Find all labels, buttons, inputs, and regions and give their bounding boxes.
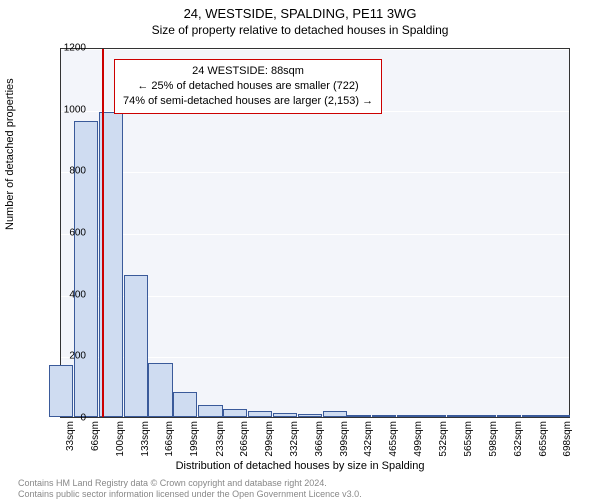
histogram-bar bbox=[248, 411, 272, 417]
y-tick-label: 0 bbox=[80, 413, 86, 424]
histogram-bar bbox=[347, 415, 371, 417]
y-tick-label: 1000 bbox=[64, 104, 86, 115]
x-tick-label: 199sqm bbox=[189, 421, 200, 465]
histogram-bar bbox=[273, 413, 297, 417]
info-line: ← 25% of detached houses are smaller (72… bbox=[123, 79, 373, 94]
histogram-bar bbox=[323, 411, 347, 417]
footer-attribution: Contains HM Land Registry data © Crown c… bbox=[18, 478, 362, 500]
gridline bbox=[61, 49, 569, 50]
chart-title: 24, WESTSIDE, SPALDING, PE11 3WG bbox=[0, 0, 600, 21]
footer-line: Contains HM Land Registry data © Crown c… bbox=[18, 478, 362, 489]
x-tick-label: 33sqm bbox=[65, 421, 76, 465]
x-tick-label: 632sqm bbox=[513, 421, 524, 465]
info-line: 24 WESTSIDE: 88sqm bbox=[123, 64, 373, 79]
y-tick-label: 800 bbox=[69, 166, 86, 177]
x-tick-label: 532sqm bbox=[438, 421, 449, 465]
histogram-bar bbox=[298, 414, 322, 417]
x-tick-label: 465sqm bbox=[388, 421, 399, 465]
histogram-bar bbox=[497, 415, 521, 417]
histogram-bar bbox=[173, 392, 197, 417]
histogram-bar bbox=[49, 365, 73, 417]
histogram-bar bbox=[471, 415, 495, 417]
footer-line: Contains public sector information licen… bbox=[18, 489, 362, 500]
x-axis-label: Distribution of detached houses by size … bbox=[0, 460, 600, 472]
x-tick-label: 399sqm bbox=[339, 421, 350, 465]
x-tick-label: 499sqm bbox=[413, 421, 424, 465]
y-tick-label: 600 bbox=[69, 228, 86, 239]
x-tick-label: 66sqm bbox=[90, 421, 101, 465]
chart-subtitle: Size of property relative to detached ho… bbox=[0, 21, 600, 37]
x-tick-label: 565sqm bbox=[463, 421, 474, 465]
plot-area: 33sqm66sqm100sqm133sqm166sqm199sqm233sqm… bbox=[60, 48, 570, 418]
x-tick-label: 100sqm bbox=[115, 421, 126, 465]
y-axis-label: Number of detached properties bbox=[4, 78, 16, 230]
x-tick-label: 698sqm bbox=[562, 421, 573, 465]
reference-marker-line bbox=[102, 49, 104, 417]
histogram-bar bbox=[397, 415, 421, 417]
y-tick-label: 400 bbox=[69, 289, 86, 300]
x-tick-label: 166sqm bbox=[164, 421, 175, 465]
histogram-bar bbox=[447, 415, 471, 417]
histogram-bar bbox=[372, 415, 396, 417]
x-tick-label: 266sqm bbox=[239, 421, 250, 465]
histogram-bar bbox=[522, 415, 546, 417]
x-tick-label: 598sqm bbox=[488, 421, 499, 465]
x-tick-label: 366sqm bbox=[314, 421, 325, 465]
histogram-bar bbox=[198, 405, 222, 417]
histogram-bar bbox=[422, 415, 446, 417]
histogram-bar bbox=[223, 409, 247, 417]
histogram-bar bbox=[124, 275, 148, 417]
y-tick-label: 1200 bbox=[64, 43, 86, 54]
histogram-bar bbox=[546, 415, 570, 417]
x-tick-label: 133sqm bbox=[140, 421, 151, 465]
gridline bbox=[61, 419, 569, 420]
info-line: 74% of semi-detached houses are larger (… bbox=[123, 94, 373, 109]
gridline bbox=[61, 234, 569, 235]
x-tick-label: 233sqm bbox=[215, 421, 226, 465]
info-box: 24 WESTSIDE: 88sqm← 25% of detached hous… bbox=[114, 59, 382, 114]
x-tick-label: 299sqm bbox=[264, 421, 275, 465]
x-tick-label: 332sqm bbox=[289, 421, 300, 465]
x-tick-label: 432sqm bbox=[363, 421, 374, 465]
gridline bbox=[61, 172, 569, 173]
y-tick-label: 200 bbox=[69, 351, 86, 362]
histogram-bar bbox=[148, 363, 172, 417]
x-tick-label: 665sqm bbox=[538, 421, 549, 465]
